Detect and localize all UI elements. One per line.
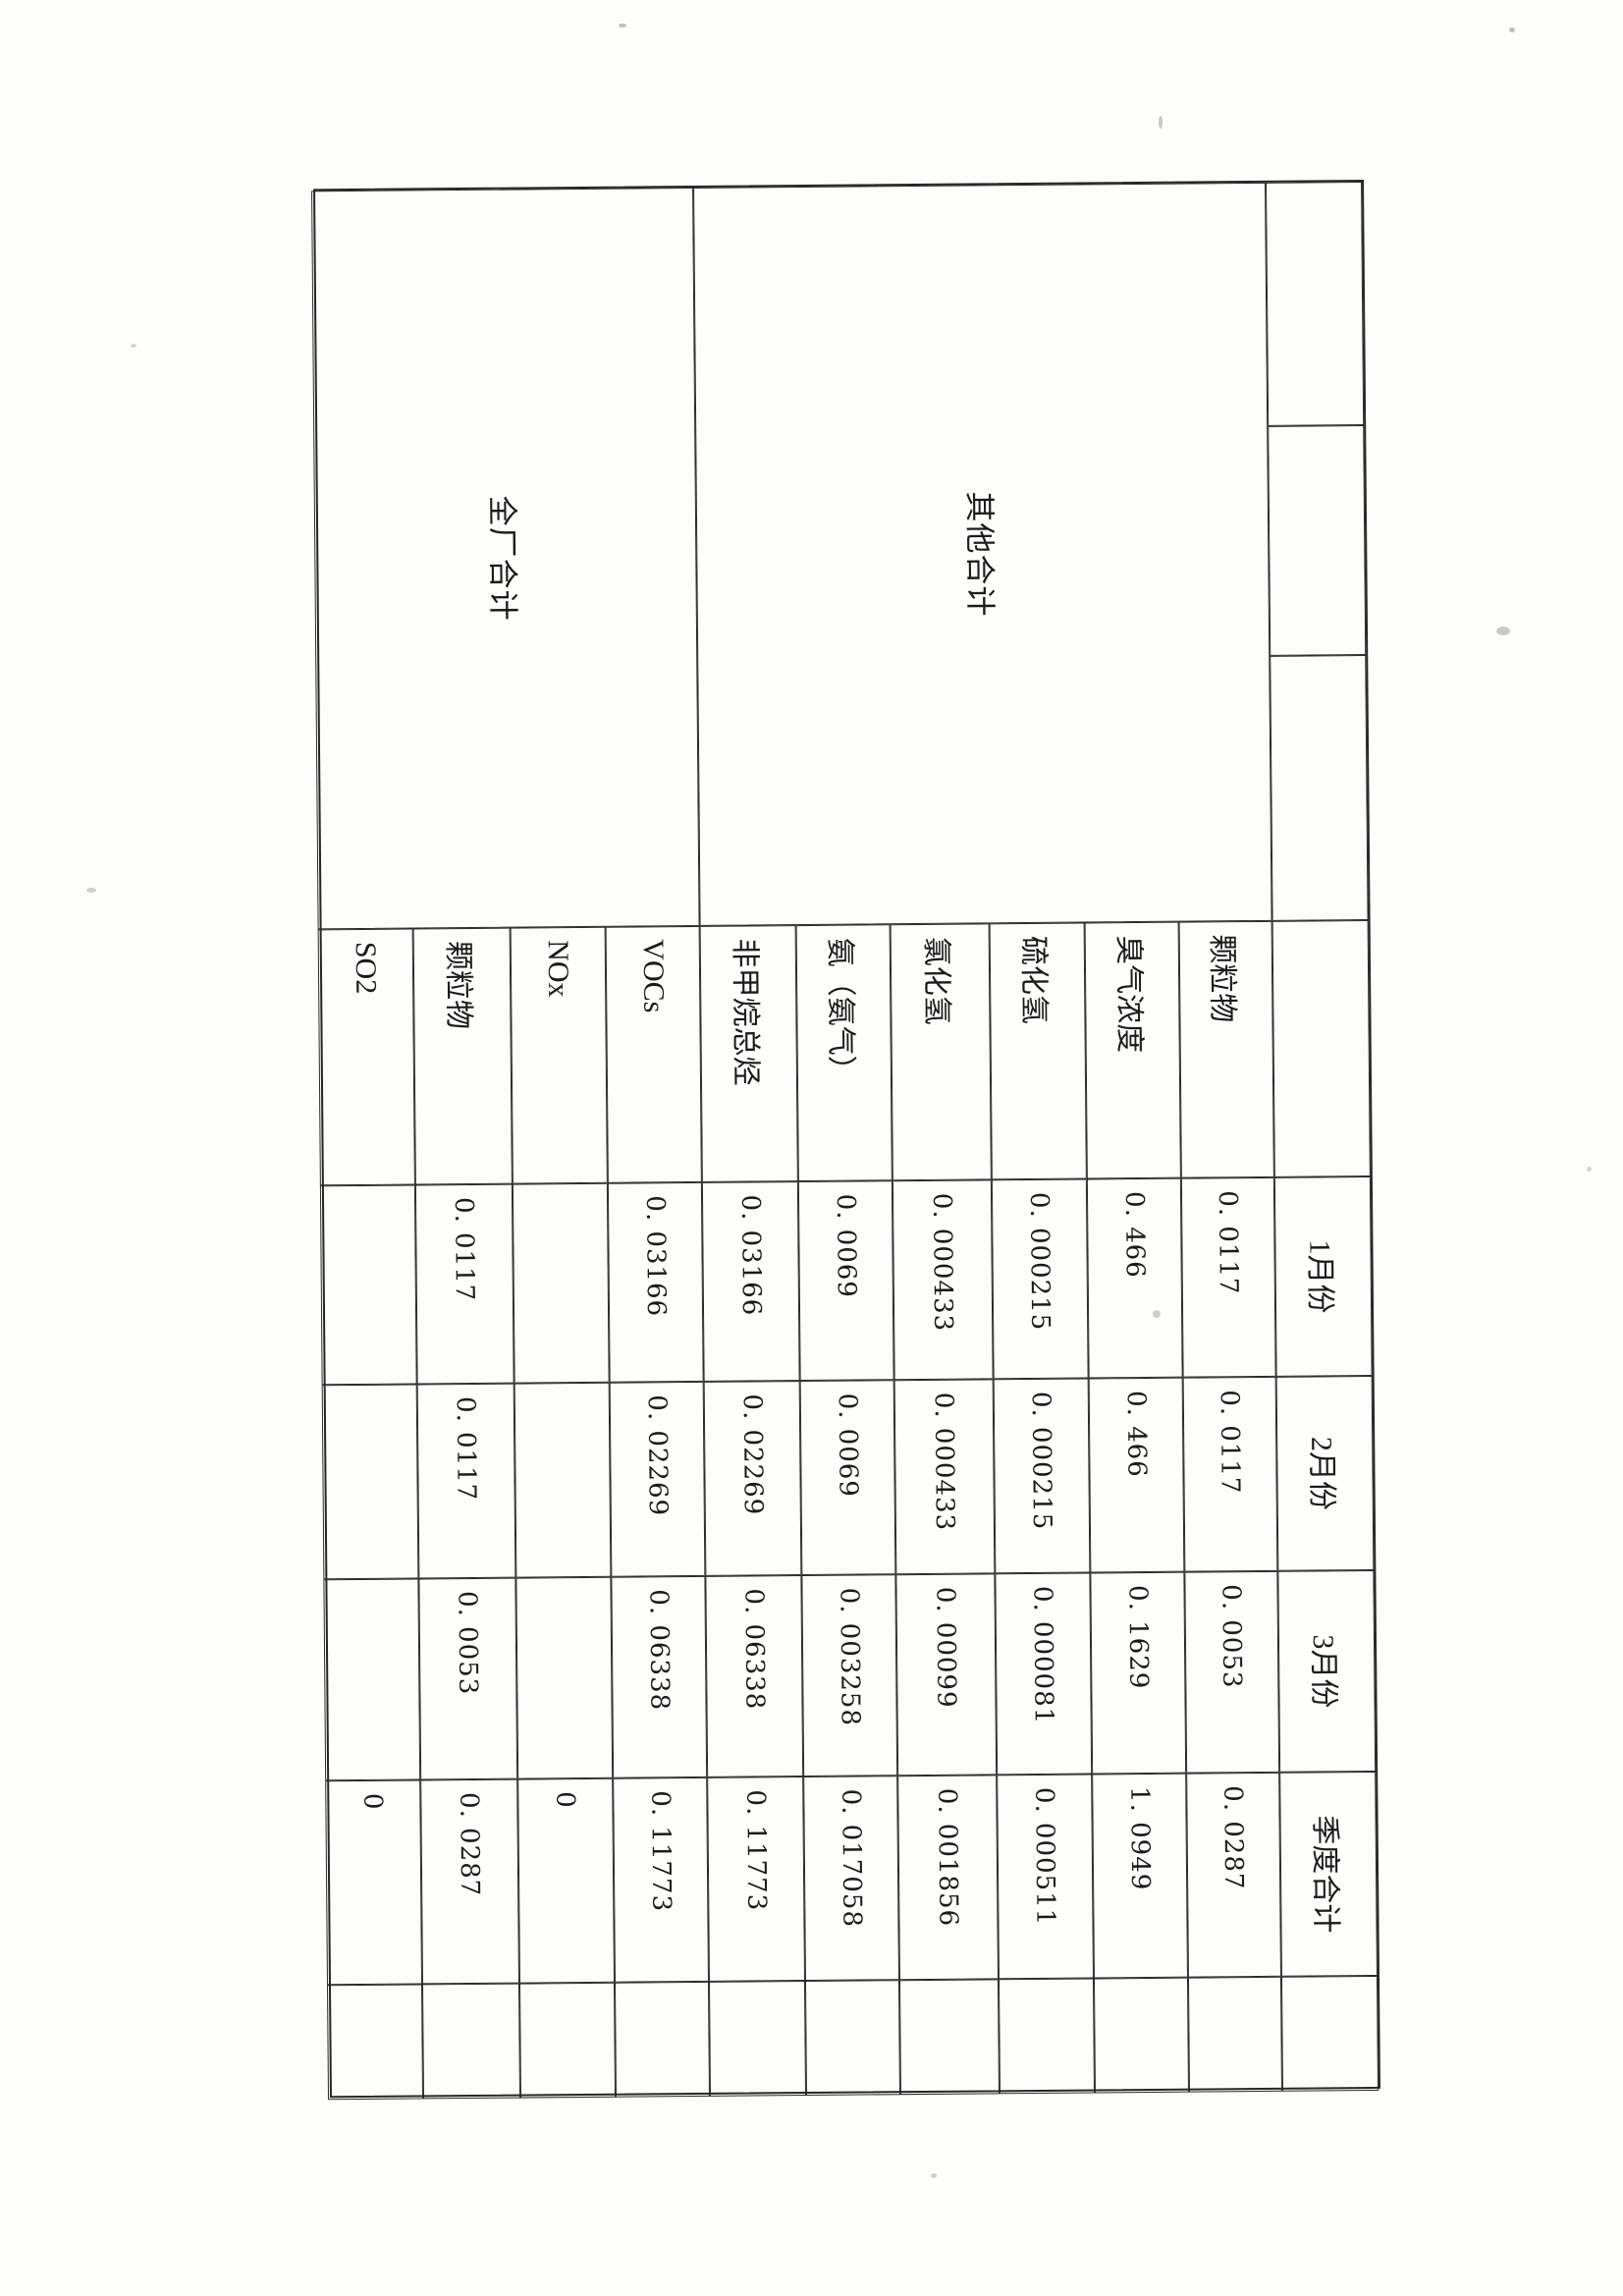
empty-cell — [1093, 1977, 1189, 2094]
value-cell: 0. 00099 — [895, 1573, 998, 1777]
value-cell: 0. 003258 — [801, 1574, 898, 1777]
value-cell: 0. 0069 — [799, 1380, 896, 1576]
value-cell: 0. 1629 — [1090, 1571, 1187, 1775]
emissions-table: 1月份 2月份 3月份 季度合计 其他合计 全厂合计 颗粒物 0. 0117 0… — [311, 180, 1380, 2101]
value-cell: 0. 0053 — [418, 1577, 518, 1780]
value-cell: 0. 0117 — [416, 1383, 516, 1579]
scan-speck — [931, 2173, 937, 2178]
value-cell: 0. 02269 — [703, 1381, 802, 1576]
value-cell: 0. 0069 — [797, 1180, 894, 1382]
pollutant-name: 臭气浓度 — [1084, 921, 1181, 1179]
value-cell — [323, 1578, 421, 1781]
pollutant-name: NOx — [510, 926, 608, 1184]
scan-speck — [1496, 627, 1510, 635]
value-cell: 0. 017058 — [803, 1776, 899, 1982]
value-cell: 0. 000215 — [993, 1378, 1091, 1574]
empty-cell — [708, 1981, 807, 2097]
pollutant-name: 硫化氢 — [989, 922, 1087, 1180]
pollutant-name: 颗粒物 — [1178, 920, 1274, 1178]
value-cell: 0. 000511 — [997, 1774, 1094, 1980]
value-cell: 0. 06338 — [705, 1575, 804, 1777]
scan-speck — [1153, 1310, 1161, 1318]
value-cell: 0. 0287 — [1186, 1772, 1281, 1978]
month-header-jan: 1月份 — [1273, 1175, 1373, 1377]
scan-speck — [1159, 116, 1163, 129]
value-cell — [319, 1184, 417, 1386]
pollutant-name: 颗粒物 — [412, 927, 513, 1185]
value-cell: 0. 000081 — [995, 1572, 1093, 1776]
empty-cell — [898, 1979, 1000, 2096]
empty-cell — [804, 1980, 901, 2097]
scan-speck — [86, 888, 96, 893]
value-cell: 0. 466 — [1088, 1377, 1185, 1573]
value-cell — [512, 1182, 610, 1384]
value-cell: 0. 000433 — [892, 1179, 994, 1381]
value-cell: 0. 0287 — [420, 1778, 519, 1985]
value-cell: 0. 000215 — [991, 1178, 1089, 1380]
value-cell: 0. 0053 — [1184, 1570, 1280, 1774]
empty-header-cell — [1266, 182, 1365, 426]
value-cell: 0 — [517, 1777, 615, 1984]
value-cell: 0. 06338 — [611, 1575, 708, 1778]
scan-speck — [1509, 27, 1515, 32]
month-header-mar: 3月份 — [1277, 1569, 1377, 1773]
scan-speck — [131, 344, 136, 348]
pollutant-name: 氨（氨气） — [795, 924, 893, 1182]
value-cell: 1. 0949 — [1092, 1773, 1188, 1979]
scan-speck — [1587, 1167, 1592, 1172]
empty-cell — [1187, 1976, 1282, 2093]
empty-header-cell — [1268, 425, 1367, 656]
pollutant-name: 氯化氢 — [890, 923, 992, 1181]
value-cell: 0. 0117 — [1182, 1376, 1278, 1572]
rotated-scan-area: 1月份 2月份 3月份 季度合计 其他合计 全厂合计 颗粒物 0. 0117 0… — [311, 180, 1380, 2101]
value-cell: 0. 11773 — [707, 1777, 805, 1982]
empty-cell — [518, 1982, 617, 2099]
value-cell: 0. 000433 — [893, 1379, 996, 1575]
month-header-quarter: 季度合计 — [1279, 1771, 1378, 1977]
value-cell — [514, 1382, 612, 1578]
value-cell: 0. 11773 — [613, 1777, 709, 1983]
group-label-other-total: 其他合计 — [693, 182, 1272, 926]
value-cell: 0. 466 — [1086, 1177, 1183, 1379]
empty-header-cell — [1270, 654, 1369, 921]
value-cell — [321, 1384, 419, 1580]
value-cell: 0. 0117 — [1180, 1176, 1276, 1378]
month-header-feb: 2月份 — [1275, 1375, 1375, 1571]
empty-cell — [998, 1978, 1095, 2095]
value-cell — [515, 1576, 614, 1779]
empty-cell — [421, 1983, 521, 2100]
value-cell: 0. 02269 — [609, 1381, 706, 1577]
value-cell: 0. 001856 — [897, 1775, 999, 1981]
pollutant-name: SO2 — [317, 928, 415, 1186]
group-label-plant-total: 全厂合计 — [311, 187, 700, 930]
scan-speck — [619, 24, 626, 27]
empty-cell — [614, 1981, 711, 2098]
empty-header-cell — [1280, 1975, 1379, 2092]
value-cell: 0. 0117 — [414, 1183, 514, 1385]
pollutant-name: VOCs — [605, 925, 702, 1183]
empty-header-cell — [1271, 919, 1371, 1177]
empty-cell — [327, 1984, 424, 2101]
value-cell: 0. 03166 — [701, 1181, 800, 1382]
value-cell: 0 — [325, 1779, 422, 1986]
pollutant-name: 非甲烷总烃 — [699, 925, 798, 1182]
value-cell: 0. 03166 — [607, 1181, 704, 1383]
